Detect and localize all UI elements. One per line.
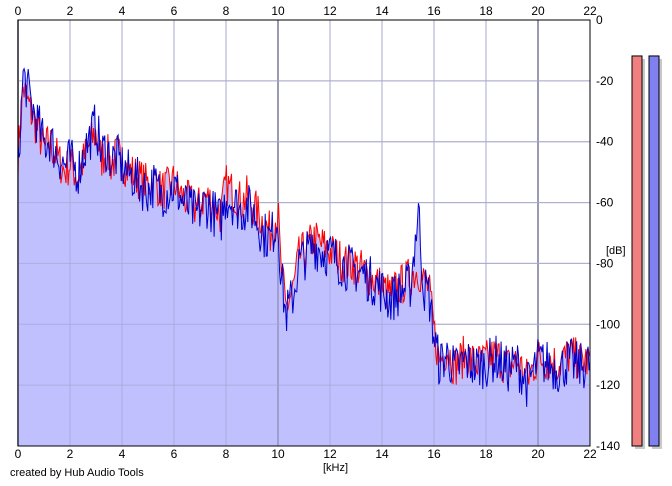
tick-labels: 002244668810101212141416161818202022220-… <box>15 4 621 461</box>
x-axis-label: [kHz] <box>323 462 348 474</box>
y-tick-label: -120 <box>596 378 620 392</box>
x-tick-label: 20 <box>531 447 545 461</box>
x-tick-label-top: 2 <box>67 4 74 18</box>
x-tick-label-top: 14 <box>375 4 389 18</box>
x-tick-label: 12 <box>323 447 337 461</box>
x-tick-label: 22 <box>583 447 597 461</box>
credit-text: created by Hub Audio Tools <box>10 467 144 479</box>
y-axis-label: [dB] <box>606 245 626 257</box>
x-tick-label-top: 0 <box>15 4 22 18</box>
channel-level-bars <box>631 55 662 450</box>
series-line-blue <box>17 67 591 407</box>
y-tick-label: -100 <box>596 317 620 331</box>
y-tick-label: 0 <box>596 13 603 27</box>
x-tick-label-top: 12 <box>323 4 337 18</box>
x-tick-label: 0 <box>15 447 22 461</box>
x-tick-label-top: 8 <box>223 4 230 18</box>
x-tick-label: 10 <box>271 447 285 461</box>
x-tick-label-top: 10 <box>271 4 285 18</box>
x-tick-label-top: 22 <box>583 4 597 18</box>
x-tick-label: 8 <box>223 447 230 461</box>
y-tick-label: -20 <box>596 74 614 88</box>
x-tick-label-top: 18 <box>479 4 493 18</box>
x-tick-label-top: 20 <box>531 4 545 18</box>
x-tick-label-top: 4 <box>119 4 126 18</box>
x-tick-label-top: 6 <box>171 4 178 18</box>
x-tick-label: 14 <box>375 447 389 461</box>
y-tick-label: -60 <box>596 196 614 210</box>
x-tick-label: 16 <box>427 447 441 461</box>
y-tick-label: -40 <box>596 135 614 149</box>
x-tick-label: 4 <box>119 447 126 461</box>
plot-frame <box>17 19 591 447</box>
x-tick-label-top: 16 <box>427 4 441 18</box>
x-tick-label: 2 <box>67 447 74 461</box>
level-bar-red <box>631 55 643 447</box>
level-bar-blue <box>648 55 660 447</box>
y-tick-label: -140 <box>596 439 620 453</box>
plot-border <box>17 19 591 447</box>
x-tick-label: 6 <box>171 447 178 461</box>
x-tick-label: 18 <box>479 447 493 461</box>
spectrum-series <box>17 67 591 407</box>
y-tick-label: -80 <box>596 256 614 270</box>
